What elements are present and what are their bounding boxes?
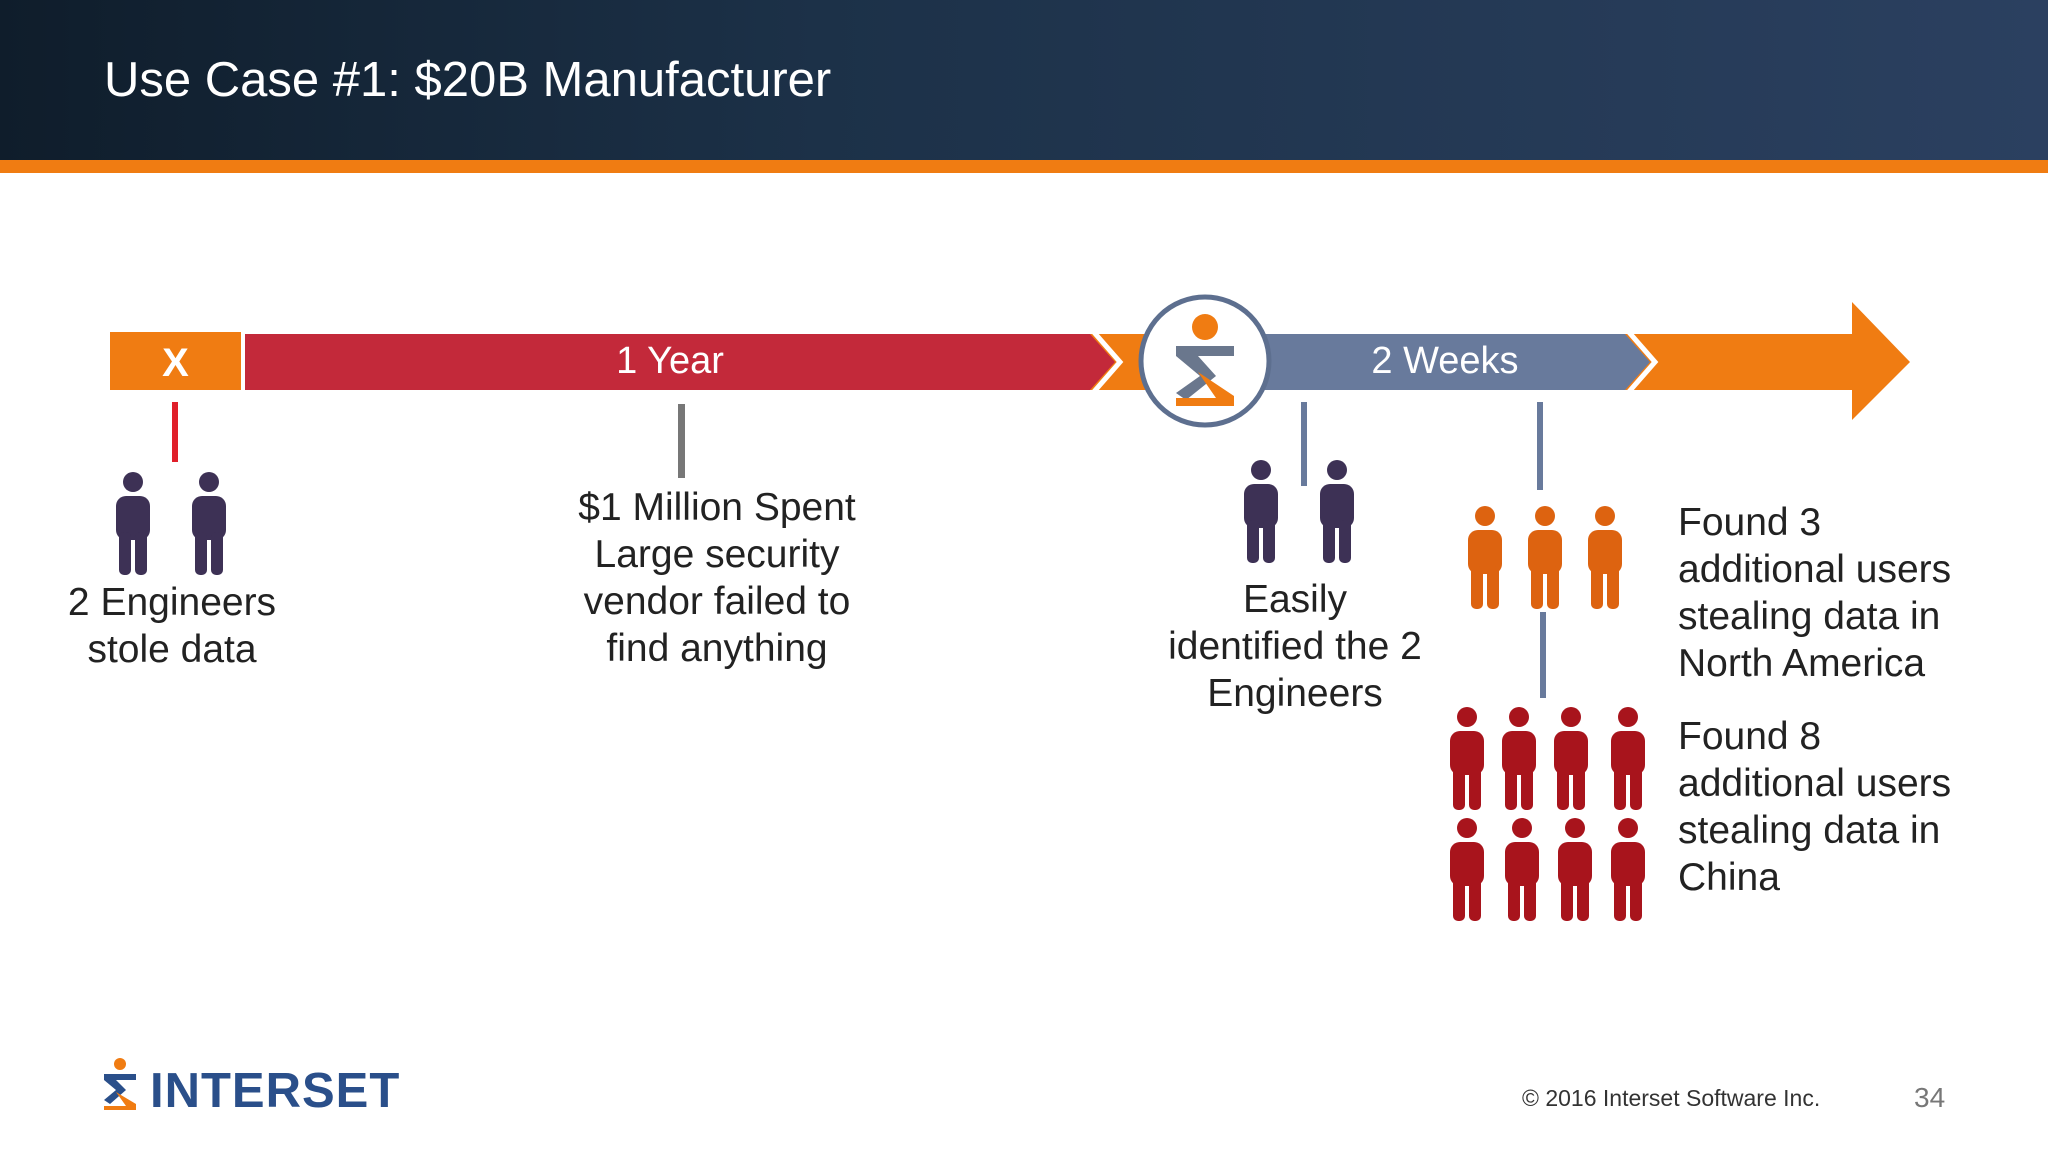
connector-slate-2 bbox=[1537, 402, 1543, 490]
year-segment bbox=[245, 334, 1115, 390]
year-segment-label: 1 Year bbox=[616, 340, 724, 382]
north-america-person-icon bbox=[1468, 506, 1622, 609]
weeks-segment bbox=[1240, 334, 1650, 390]
weeks-segment-label: 2 Weeks bbox=[1371, 340, 1519, 382]
connector-red bbox=[172, 402, 178, 462]
incident-marker bbox=[110, 332, 241, 390]
interset-sigma-icon bbox=[1138, 294, 1272, 428]
interset-logo-icon bbox=[104, 1058, 136, 1110]
connector-grey bbox=[678, 404, 685, 478]
page-number: 34 bbox=[1914, 1082, 1946, 1113]
china-person-icon bbox=[1450, 707, 1645, 921]
china-callout: Found 8 additional users stealing data i… bbox=[1678, 715, 1952, 899]
engineers-callout: 2 Engineers stole data bbox=[67, 581, 277, 671]
connector-slate-3 bbox=[1540, 612, 1546, 698]
connector-slate-1 bbox=[1301, 402, 1307, 486]
identified-callout: Easily identified the 2 Engineers bbox=[1168, 578, 1422, 715]
slide-header: Use Case #1: $20B Manufacturer bbox=[0, 0, 2048, 160]
engineer-person-icon bbox=[116, 472, 226, 575]
interset-logo: INTERSET bbox=[150, 1064, 401, 1118]
header-divider bbox=[0, 160, 2048, 173]
identified-person-icon bbox=[1244, 460, 1354, 563]
north-america-callout: Found 3 additional users stealing data i… bbox=[1678, 501, 1952, 685]
incident-marker-label: X bbox=[162, 341, 189, 385]
slide-title: Use Case #1: $20B Manufacturer bbox=[104, 53, 832, 107]
vendor-callout: $1 Million Spent Large security vendor f… bbox=[578, 486, 856, 670]
copyright-text: © 2016 Interset Software Inc. bbox=[1522, 1085, 1821, 1111]
